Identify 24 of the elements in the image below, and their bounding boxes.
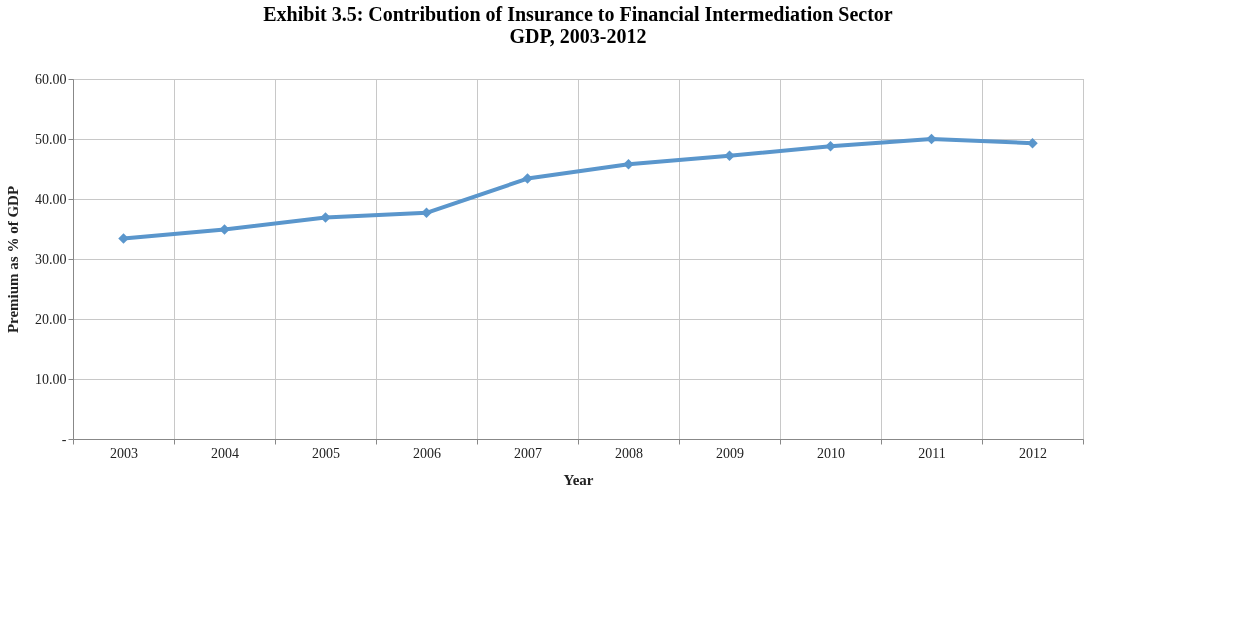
text: Exhibit 3.5: Contribution of Insurance to Financial Intermediation Sector [263,3,893,25]
x-tick-label: 2005 [312,445,340,461]
y-tick-label: 40.00 [35,191,67,207]
y-tick-label: 10.00 [35,371,67,387]
y-tick-label: - [61,431,67,447]
y-tick-label: 50.00 [35,131,67,147]
x-tick-label: 2006 [413,445,441,461]
x-tick-label: 2008 [615,445,643,461]
x-tick-label: 2012 [1019,445,1047,461]
x-tick-label: 2007 [514,445,542,461]
text: GDP, 2003-2012 [509,25,647,47]
y-tick-label: 20.00 [35,311,67,327]
x-axis-title: Year [563,471,594,488]
x-tick-label: 2009 [716,445,744,461]
point [623,158,634,170]
point [926,133,937,145]
x-tick-label: 2004 [211,445,239,461]
point [724,150,735,162]
y-tick-label: 60.00 [35,71,67,87]
x-tick-label: 2010 [817,445,845,461]
x-tick-label: 2003 [110,445,138,461]
y-tick-label: 30.00 [35,251,67,267]
y-axis-title: Premium as % of GDP [5,185,21,334]
x-tick-label: 2011 [918,445,946,461]
